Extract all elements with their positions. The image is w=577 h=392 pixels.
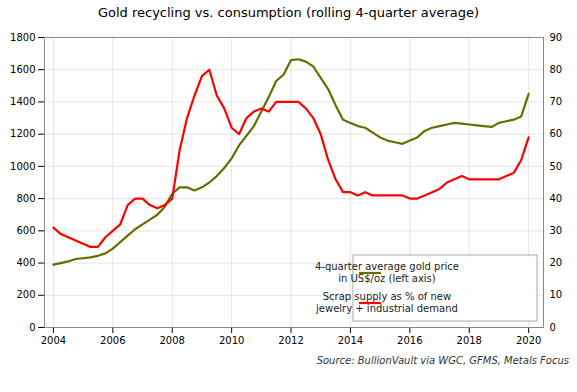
svg-text:80: 80 — [550, 64, 563, 75]
svg-text:800: 800 — [16, 193, 35, 204]
svg-text:0: 0 — [29, 322, 35, 333]
svg-text:2012: 2012 — [278, 335, 303, 346]
svg-text:2016: 2016 — [397, 335, 422, 346]
svg-text:1200: 1200 — [10, 128, 35, 139]
svg-text:20: 20 — [550, 257, 563, 268]
svg-text:1000: 1000 — [10, 161, 35, 172]
svg-text:2008: 2008 — [159, 335, 184, 346]
svg-text:4-quarter average gold pricein: 4-quarter average gold pricein US$/oz (l… — [315, 261, 459, 284]
svg-text:1400: 1400 — [10, 96, 35, 107]
svg-text:2014: 2014 — [338, 335, 363, 346]
svg-text:600: 600 — [16, 225, 35, 236]
svg-text:60: 60 — [550, 128, 563, 139]
svg-text:200: 200 — [16, 289, 35, 300]
html-text:Source: BullionVault via WGC,: Source: BullionVault via WGC, GFMS, Meta… — [316, 355, 569, 366]
svg-text:0: 0 — [550, 322, 556, 333]
svg-text:50: 50 — [550, 161, 563, 172]
svg-text:40: 40 — [550, 193, 563, 204]
svg-text:2010: 2010 — [219, 335, 244, 346]
svg-text:2018: 2018 — [457, 335, 482, 346]
svg-text:2020: 2020 — [516, 335, 541, 346]
svg-text:10: 10 — [550, 289, 563, 300]
svg-text:2006: 2006 — [100, 335, 125, 346]
svg-text:30: 30 — [550, 225, 563, 236]
svg-text:70: 70 — [550, 96, 563, 107]
svg-text:90: 90 — [550, 32, 563, 43]
svg-text:1800: 1800 — [10, 32, 35, 43]
html-text:Gold recycling vs. consumption: Gold recycling vs. consumption (rolling … — [97, 5, 480, 20]
svg-text:2004: 2004 — [41, 335, 66, 346]
svg-text:1600: 1600 — [10, 64, 35, 75]
svg-text:400: 400 — [16, 257, 35, 268]
svg-text:Scrap supply as % of newjewelr: Scrap supply as % of newjewelry + indust… — [315, 291, 458, 314]
